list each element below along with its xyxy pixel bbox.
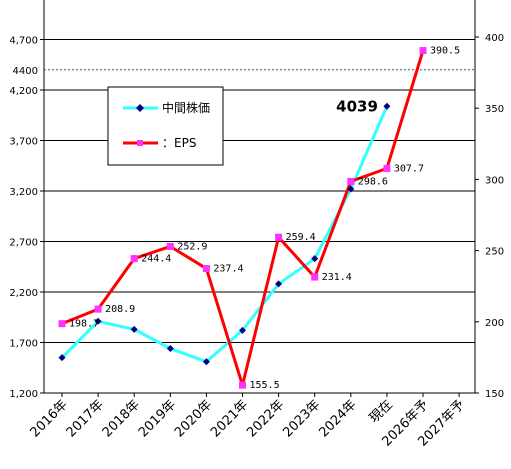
right-tick-label: 150 xyxy=(485,389,504,400)
legend-marker-price xyxy=(136,104,144,112)
eps-point xyxy=(383,164,391,172)
data-labels: 198.7 208.9 244.4 252.9 237.4 155.5 259.4 231.4… xyxy=(69,46,460,392)
legend-label-price: 中間株価 xyxy=(162,100,210,115)
x-axis-ticks: 2016年2017年2018年2019年2020年2021年2022年2023年… xyxy=(28,393,468,450)
right-tick-label: 400 xyxy=(485,33,504,44)
x-tick-label: 2020年 xyxy=(172,397,215,440)
price-line xyxy=(60,105,389,364)
eps-point xyxy=(275,233,283,241)
eps-point xyxy=(166,242,174,250)
eps-point xyxy=(311,273,319,281)
reference-line-label: 4400 xyxy=(13,66,38,77)
legend-box xyxy=(107,86,224,166)
eps-data-label: 259.4 xyxy=(286,232,316,243)
eps-point xyxy=(130,255,138,263)
series-markers xyxy=(58,47,427,389)
price-point xyxy=(130,325,138,333)
x-tick-label: 2019年 xyxy=(136,397,179,440)
eps-point xyxy=(202,265,210,273)
eps-point xyxy=(94,305,102,313)
eps-data-label: 155.5 xyxy=(250,380,280,391)
left-tick-label: 2,200 xyxy=(9,288,38,299)
x-tick-label: 2018年 xyxy=(100,397,143,440)
left-tick-label: 1,700 xyxy=(9,339,38,350)
left-tick-label: 3,200 xyxy=(9,187,38,198)
price-point xyxy=(347,185,355,193)
x-tick-label: 2022年 xyxy=(244,397,287,440)
price-point xyxy=(166,345,174,353)
eps-point xyxy=(347,177,355,185)
right-tick-label: 350 xyxy=(485,104,504,115)
callout: 4039 xyxy=(336,97,378,115)
price-point xyxy=(275,280,283,288)
x-tick-label: 現在 xyxy=(367,397,396,426)
eps-data-label: 208.9 xyxy=(105,304,135,315)
eps-data-label: 390.5 xyxy=(430,46,460,57)
x-tick-label: 2016年 xyxy=(28,397,71,440)
price-callout-label: 4039 xyxy=(336,97,378,115)
right-axis-ticks: 150 200 250 300 350 400 xyxy=(475,33,504,400)
left-tick-label: 3,700 xyxy=(9,137,38,148)
x-tick-label: 2023年 xyxy=(280,397,323,440)
price-point xyxy=(239,326,246,334)
left-tick-label: 1,200 xyxy=(9,389,38,400)
left-tick-label: 2,700 xyxy=(9,238,38,249)
eps-point xyxy=(419,47,427,55)
left-tick-label: 4,700 xyxy=(9,36,38,47)
right-tick-label: 250 xyxy=(485,247,504,258)
x-tick-label: 2024年 xyxy=(316,397,359,440)
eps-data-label: 231.4 xyxy=(322,272,352,283)
eps-data-label: 298.6 xyxy=(358,176,388,187)
gridlines xyxy=(44,39,475,343)
legend-marker-eps xyxy=(137,140,143,146)
price-point xyxy=(94,317,102,325)
legend: 中間株価 ：EPS xyxy=(107,86,224,166)
price-point xyxy=(58,354,66,362)
eps-point xyxy=(58,320,66,328)
eps-data-label: 244.4 xyxy=(141,254,171,265)
price-point xyxy=(311,255,319,263)
x-tick-label: 2021年 xyxy=(208,397,251,440)
left-axis-ticks: 1,200 1,700 2,200 2,700 3,200 3,700 4,200 4,700 xyxy=(9,36,44,400)
legend-label-eps: ：EPS xyxy=(162,136,196,150)
right-tick-label: 300 xyxy=(485,175,504,186)
left-tick-label: 4,200 xyxy=(9,86,38,97)
eps-data-label: 252.9 xyxy=(177,241,207,252)
right-tick-label: 200 xyxy=(485,318,504,329)
eps-point xyxy=(239,381,246,389)
price-point xyxy=(202,358,210,366)
x-tick-label: 2017年 xyxy=(64,397,107,440)
eps-data-label: 198.7 xyxy=(69,319,99,330)
plot-frame xyxy=(43,0,476,394)
eps-data-label: 307.7 xyxy=(394,163,424,174)
eps-data-label: 237.4 xyxy=(213,264,243,275)
reference-line: 4400 xyxy=(13,66,475,77)
price-point xyxy=(383,102,391,110)
